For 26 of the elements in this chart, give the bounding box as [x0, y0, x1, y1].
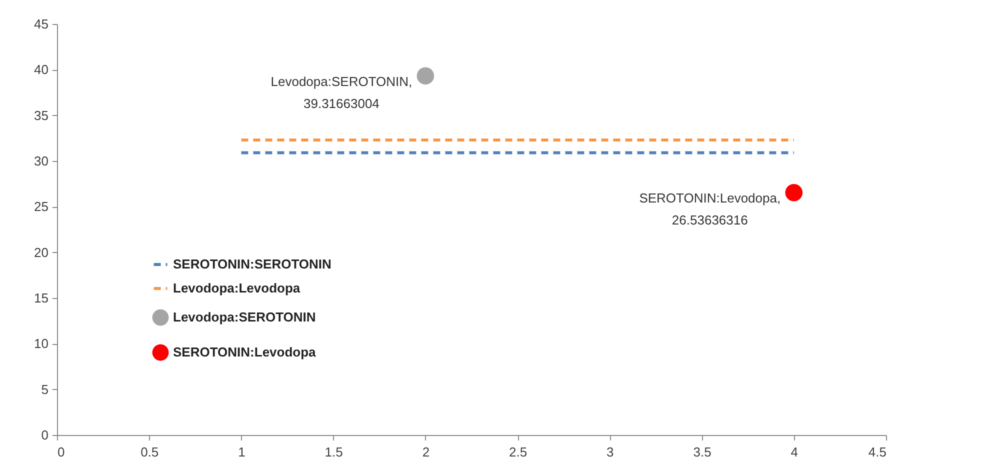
x-tick-label: 4.5 [868, 444, 886, 460]
legend-label: Levodopa:Levodopa [173, 280, 301, 296]
x-tick-label: 2.5 [509, 444, 528, 460]
y-tick-label: 20 [34, 244, 48, 260]
legend-label: Levodopa:SEROTONIN [173, 310, 316, 324]
x-tick-label: 3 [606, 444, 614, 460]
x-tick-label: 4 [790, 444, 798, 460]
legend-label: SEROTONIN:SEROTONIN [173, 256, 332, 272]
y-tick-label: 45 [34, 16, 48, 32]
y-tick-label: 15 [34, 290, 48, 306]
x-tick-label: 1 [238, 444, 246, 460]
y-tick-label: 25 [34, 199, 48, 214]
y-tick-label: 10 [34, 336, 48, 352]
x-tick-label: 2 [422, 444, 430, 460]
legend-label: SEROTONIN:Levodopa [173, 344, 317, 360]
data-label: SEROTONIN:Levodopa, 26.53636316 [639, 190, 781, 228]
y-tick-label: 40 [34, 62, 48, 78]
y-tick-label: 30 [34, 154, 48, 168]
y-tick-label: 0 [41, 428, 48, 442]
y-tick-label: 5 [41, 382, 48, 397]
y-tick-label: 35 [34, 108, 48, 123]
data-label: Levodopa:SEROTONIN, 39.31663004 [270, 74, 412, 111]
x-tick-label: 0.5 [140, 444, 159, 460]
x-tick-label: 1.5 [324, 444, 343, 460]
x-tick-label: 3.5 [693, 444, 712, 460]
x-tick-label: 0 [58, 444, 65, 460]
